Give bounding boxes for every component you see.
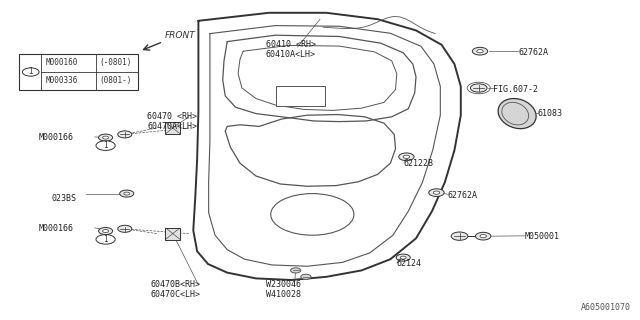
Circle shape [399,153,414,161]
Circle shape [99,228,113,235]
Circle shape [301,274,311,279]
Text: 1: 1 [28,68,33,76]
Text: 023BS: 023BS [51,194,76,203]
Text: W230046
W410028: W230046 W410028 [266,280,301,300]
Text: M000166: M000166 [38,133,74,142]
Circle shape [451,232,468,240]
Text: 62762A: 62762A [518,48,548,57]
FancyBboxPatch shape [276,86,325,106]
Text: (0801-): (0801-) [99,76,132,85]
FancyBboxPatch shape [19,54,138,90]
Text: M050001: M050001 [525,232,560,241]
Circle shape [400,256,406,259]
Circle shape [22,68,39,76]
Circle shape [291,268,301,273]
Text: FRONT: FRONT [165,31,196,40]
Text: 1: 1 [103,235,108,244]
Circle shape [102,136,109,139]
Circle shape [118,225,132,232]
Circle shape [396,254,410,261]
Text: (-0801): (-0801) [99,58,132,67]
Ellipse shape [498,99,536,129]
Text: 60470B<RH>
60470C<LH>: 60470B<RH> 60470C<LH> [150,280,200,300]
FancyBboxPatch shape [165,228,180,239]
Text: 62122B: 62122B [403,159,433,168]
Circle shape [102,229,109,233]
Circle shape [480,235,486,238]
Text: 61083: 61083 [538,109,563,118]
Circle shape [118,131,132,138]
Circle shape [476,232,491,240]
Text: 62124: 62124 [397,260,422,268]
Circle shape [433,191,440,194]
Text: 60410 <RH>
60410A<LH>: 60410 <RH> 60410A<LH> [266,40,316,60]
Text: 60470 <RH>
60470A<LH>: 60470 <RH> 60470A<LH> [147,112,197,132]
Text: A605001070: A605001070 [580,303,630,312]
Circle shape [472,47,488,55]
Circle shape [271,194,354,235]
Circle shape [124,192,130,195]
Circle shape [477,50,483,53]
Circle shape [120,190,134,197]
Text: M000336: M000336 [46,76,79,85]
FancyBboxPatch shape [165,122,180,134]
Circle shape [429,189,444,196]
Circle shape [470,84,487,92]
Text: M000160: M000160 [46,58,79,67]
Text: FIG.607-2: FIG.607-2 [493,85,538,94]
Circle shape [403,155,410,158]
Circle shape [96,141,115,150]
Circle shape [96,235,115,244]
Text: 1: 1 [103,141,108,150]
Circle shape [99,134,113,141]
Text: M000166: M000166 [38,224,74,233]
Text: 62762A: 62762A [448,191,478,200]
